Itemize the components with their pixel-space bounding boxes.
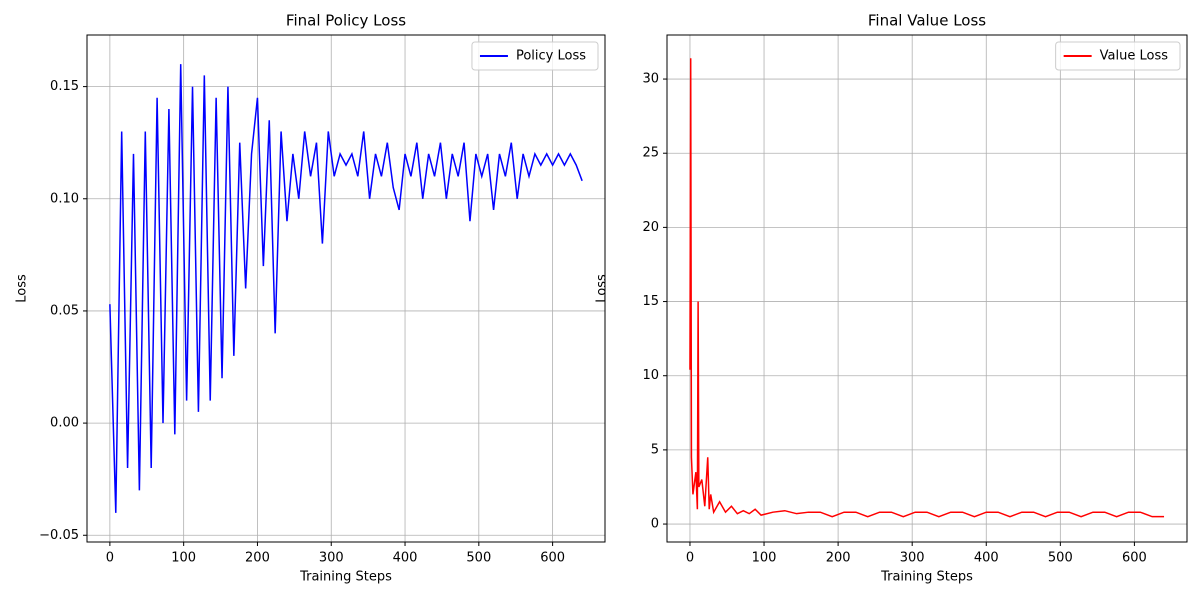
x-tick-label: 100 xyxy=(171,551,196,566)
y-tick-label: 0.10 xyxy=(50,191,79,206)
y-axis-label: Loss xyxy=(595,274,610,303)
y-tick-label: −0.05 xyxy=(39,528,79,543)
x-tick-label: 400 xyxy=(974,551,999,566)
x-tick-label: 500 xyxy=(1048,551,1073,566)
legend-box xyxy=(1055,41,1181,71)
y-tick-label: 25 xyxy=(642,146,659,161)
y-tick-label: 10 xyxy=(642,368,659,383)
legend-label: Policy Loss xyxy=(516,49,586,64)
x-tick-label: 0 xyxy=(686,551,694,566)
legend-label: Value Loss xyxy=(1100,49,1169,64)
chart-title: Final Policy Loss xyxy=(286,12,406,30)
y-tick-label: 20 xyxy=(642,220,659,235)
x-tick-label: 600 xyxy=(1122,551,1147,566)
data-line xyxy=(689,58,1165,518)
legend-box xyxy=(471,41,599,71)
x-tick-label: 200 xyxy=(245,551,270,566)
y-tick-label: 5 xyxy=(651,442,659,457)
y-tick-label: 0.15 xyxy=(50,79,79,94)
x-tick-label: 600 xyxy=(540,551,565,566)
x-tick-label: 500 xyxy=(466,551,491,566)
x-tick-label: 100 xyxy=(752,551,777,566)
subplot: Final Policy Loss Training Steps Loss 0 100 2… xyxy=(15,12,606,585)
x-tick-label: 400 xyxy=(393,551,418,566)
data-line xyxy=(109,64,583,513)
plot-frame xyxy=(86,34,606,543)
y-tick-label: 15 xyxy=(642,294,659,309)
x-axis-label: Training Steps xyxy=(880,570,973,585)
y-tick-label: 0 xyxy=(651,517,659,532)
x-tick-label: 300 xyxy=(319,551,344,566)
x-tick-label: 300 xyxy=(900,551,925,566)
legend: Value Loss xyxy=(1055,41,1181,71)
y-axis-label: Loss xyxy=(15,274,30,303)
legend: Policy Loss xyxy=(471,41,599,71)
y-tick-label: 0.00 xyxy=(50,416,79,431)
y-tick-label: 30 xyxy=(642,72,659,87)
chart-title: Final Value Loss xyxy=(868,12,986,30)
x-tick-label: 200 xyxy=(826,551,851,566)
x-axis-label: Training Steps xyxy=(299,570,392,585)
plot-frame xyxy=(666,34,1188,543)
y-tick-label: 0.05 xyxy=(50,303,79,318)
x-tick-label: 0 xyxy=(106,551,114,566)
